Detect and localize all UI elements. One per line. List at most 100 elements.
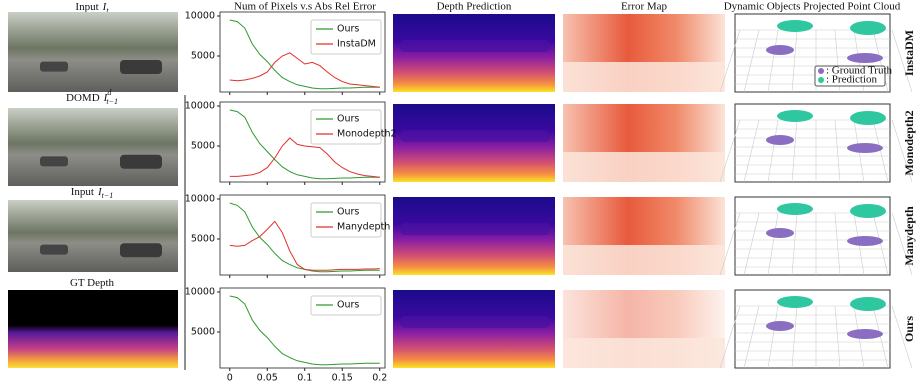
y-tick-label: 10000 — [185, 194, 215, 205]
input-label: Input It−1 — [71, 186, 114, 200]
car — [120, 243, 162, 258]
pred-points — [777, 296, 813, 308]
legend-box — [310, 295, 382, 316]
row-label: Ours — [902, 316, 916, 342]
car — [120, 154, 162, 169]
error-floor — [563, 152, 725, 182]
pc-legend — [814, 65, 886, 87]
pc-grid — [834, 212, 841, 276]
pc-grid — [791, 212, 798, 276]
input-label: Input It — [75, 1, 109, 15]
input-label: DOMD Id t−1 — [66, 88, 118, 106]
pc-grid — [791, 29, 798, 93]
label-sup: d — [107, 88, 112, 97]
x-tick-label: 0 — [227, 373, 233, 381]
pc-grid — [891, 29, 913, 93]
depth-prediction — [393, 290, 555, 368]
axes-frame — [219, 11, 386, 93]
series-line — [229, 52, 380, 88]
pred-points — [850, 21, 886, 35]
label-text: GT Depth — [70, 277, 115, 289]
label-sub: t−1 — [102, 191, 114, 200]
label-var: I — [102, 1, 108, 13]
label-sub: t−1 — [106, 97, 118, 106]
error-floor — [563, 245, 725, 275]
pc-grid — [891, 212, 913, 276]
label-var: I — [103, 92, 109, 104]
pc-legend-marker — [818, 68, 824, 74]
legend-label: Ours — [337, 24, 359, 35]
pred-points — [850, 111, 886, 125]
legend-label: Ours — [337, 300, 359, 311]
pred-points — [777, 203, 813, 215]
gt-points — [766, 228, 794, 238]
legend-label: InstaDM — [337, 39, 376, 50]
pc-grid — [834, 305, 841, 369]
legend-label: Manydepth — [337, 222, 390, 233]
pred-points — [777, 20, 813, 32]
depth-object — [400, 40, 550, 52]
gt-points — [847, 329, 883, 339]
input-label: GT Depth — [70, 277, 115, 289]
column-header: Depth Prediction — [437, 1, 512, 13]
label-var: I — [97, 186, 103, 198]
car — [40, 61, 68, 72]
axes-frame — [219, 194, 386, 276]
gt-points — [766, 45, 794, 55]
gt-points — [847, 236, 883, 246]
chart: 5000 10000 Ours Manydepth — [185, 194, 390, 278]
series-line — [229, 137, 380, 178]
row-label: InstaDM — [902, 30, 916, 76]
pc-grid — [743, 29, 760, 93]
input-image — [8, 290, 178, 368]
x-tick-label: 0.15 — [332, 373, 353, 381]
car — [40, 244, 68, 255]
pc-grid — [719, 119, 741, 183]
series-line — [229, 295, 380, 366]
pc-legend-text: : Prediction — [826, 74, 878, 86]
point-cloud — [719, 103, 913, 183]
depth-prediction — [393, 14, 555, 92]
series-line — [229, 220, 380, 271]
pc-grid — [891, 119, 913, 183]
axes-frame — [219, 287, 386, 369]
y-tick-label: 10000 — [185, 101, 215, 112]
row-label: Manydepth — [902, 206, 916, 266]
legend-label: Ours — [337, 114, 359, 125]
pred-points — [850, 204, 886, 218]
gt-points — [766, 135, 794, 145]
pc-grid — [767, 212, 779, 276]
pc-grid — [767, 119, 779, 183]
car — [40, 156, 68, 167]
pc-grid — [872, 212, 889, 276]
point-cloud — [719, 289, 913, 369]
y-tick-label: 10000 — [185, 11, 215, 22]
depth-prediction — [393, 197, 555, 275]
series-line — [229, 109, 380, 180]
gt-points — [847, 143, 883, 153]
chart: 5000 10000 Ours InstaDM — [185, 11, 386, 95]
pc-grid — [719, 305, 741, 369]
error-floor — [563, 62, 725, 92]
depth-prediction — [393, 104, 555, 182]
pc-legend-marker — [818, 77, 824, 83]
error-floor — [563, 338, 725, 368]
pc-grid — [743, 212, 760, 276]
pc-grid — [767, 305, 779, 369]
column-header: Dynamic Objects Projected Point Cloud — [724, 1, 901, 13]
y-tick-label: 5000 — [191, 234, 215, 245]
legend-label: Ours — [337, 207, 359, 218]
input-image — [8, 108, 178, 186]
gt-points — [847, 53, 883, 63]
label-sub: t — [106, 6, 109, 15]
pc-grid — [767, 29, 779, 93]
pc-grid — [719, 212, 741, 276]
column-header: Error Map — [621, 1, 668, 13]
y-tick-label: 5000 — [191, 141, 215, 152]
pc-grid — [719, 29, 741, 93]
pc-grid — [872, 305, 889, 369]
point-cloud — [719, 196, 913, 276]
depth-object — [400, 223, 550, 235]
